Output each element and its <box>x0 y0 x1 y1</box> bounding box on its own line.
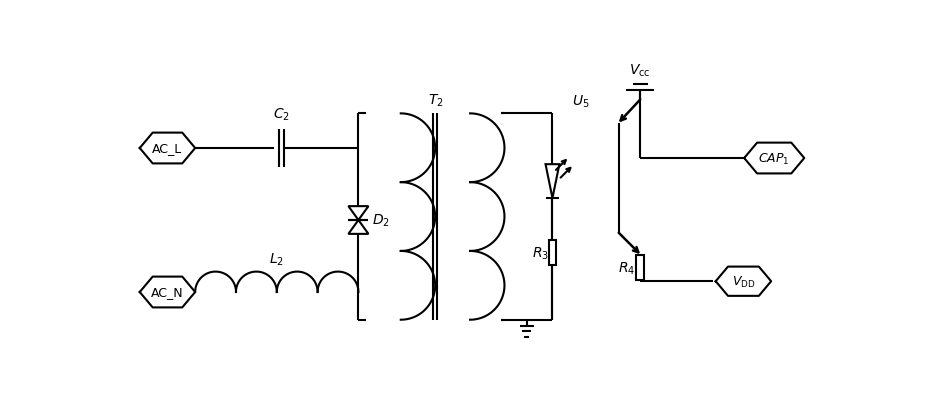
Text: $C_2$: $C_2$ <box>273 106 290 123</box>
Text: AC_L: AC_L <box>152 142 182 155</box>
Text: $D_2$: $D_2$ <box>372 212 390 229</box>
Text: $R_3$: $R_3$ <box>531 245 548 261</box>
Text: AC_N: AC_N <box>151 286 184 299</box>
Text: $L_2$: $L_2$ <box>269 251 285 267</box>
Text: $U_5$: $U_5$ <box>572 93 590 109</box>
FancyBboxPatch shape <box>637 256 644 280</box>
Text: $R_4$: $R_4$ <box>618 260 635 276</box>
Text: $V_{\mathrm{cc}}$: $V_{\mathrm{cc}}$ <box>629 62 651 79</box>
Text: $CAP_1$: $CAP_1$ <box>759 151 790 166</box>
Text: $T_2$: $T_2$ <box>427 93 443 109</box>
FancyBboxPatch shape <box>548 241 556 266</box>
Text: $V_{\mathrm{DD}}$: $V_{\mathrm{DD}}$ <box>731 274 755 289</box>
